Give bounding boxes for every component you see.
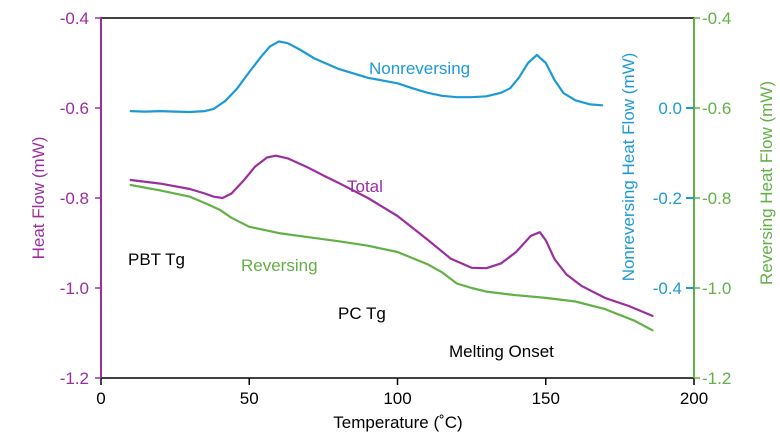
right-axis-label: Reversing Heat Flow (mW) (757, 81, 776, 285)
right-tick-label: -0.6 (702, 99, 731, 118)
x-axis-label: Temperature (˚C) (333, 413, 462, 432)
annotation-pc-tg: PC Tg (338, 304, 386, 323)
left-axis-label: Heat Flow (mW) (29, 137, 48, 260)
x-tick-label: 50 (240, 389, 259, 408)
series-line-nonreversing (129, 40, 604, 114)
x-tick-label: 200 (680, 389, 708, 408)
left-tick-label: -1.0 (60, 279, 89, 298)
x-tick-label: 100 (383, 389, 411, 408)
left-tick-label: -0.4 (60, 9, 89, 28)
nonreversing-axis-label: Nonreversing Heat Flow (mW) (619, 53, 638, 282)
series-line-reversing (129, 183, 654, 332)
annotation-nonreversing: Nonreversing (369, 59, 470, 78)
annotation-melting-onset: Melting Onset (449, 342, 554, 361)
right-tick-label: -1.0 (702, 279, 731, 298)
left-tick-label: -0.8 (60, 189, 89, 208)
annotation-total: Total (347, 177, 383, 196)
annotation-pbt-tg: PBT Tg (128, 250, 185, 269)
annotation-reversing: Reversing (241, 256, 318, 275)
right-tick-label: -0.4 (702, 9, 731, 28)
nonreversing-tick-label: 0.0 (658, 99, 682, 118)
right-tick-label: -1.2 (702, 369, 731, 388)
left-tick-label: -1.2 (60, 369, 89, 388)
nonreversing-tick-label: -0.4 (653, 279, 682, 298)
nonreversing-tick-label: -0.2 (653, 189, 682, 208)
left-tick-label: -0.6 (60, 99, 89, 118)
series-line-total (129, 154, 654, 317)
x-tick-label: 0 (96, 389, 105, 408)
right-tick-label: -0.8 (702, 189, 731, 208)
x-tick-label: 150 (532, 389, 560, 408)
